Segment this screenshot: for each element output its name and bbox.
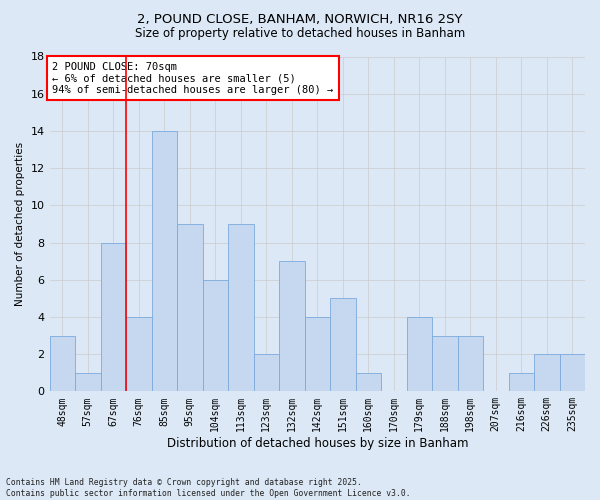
Bar xyxy=(534,354,560,392)
Text: Size of property relative to detached houses in Banham: Size of property relative to detached ho… xyxy=(135,28,465,40)
Bar xyxy=(50,336,75,392)
Bar xyxy=(432,336,458,392)
Bar xyxy=(509,372,534,392)
Bar xyxy=(177,224,203,392)
Bar xyxy=(75,372,101,392)
Bar xyxy=(279,261,305,392)
Bar xyxy=(228,224,254,392)
Text: 2, POUND CLOSE, BANHAM, NORWICH, NR16 2SY: 2, POUND CLOSE, BANHAM, NORWICH, NR16 2S… xyxy=(137,12,463,26)
Bar xyxy=(126,317,152,392)
Bar xyxy=(356,372,381,392)
Bar xyxy=(305,317,330,392)
Bar xyxy=(101,242,126,392)
Bar xyxy=(560,354,585,392)
Y-axis label: Number of detached properties: Number of detached properties xyxy=(15,142,25,306)
Bar xyxy=(152,131,177,392)
Text: Contains HM Land Registry data © Crown copyright and database right 2025.
Contai: Contains HM Land Registry data © Crown c… xyxy=(6,478,410,498)
Bar xyxy=(203,280,228,392)
Bar xyxy=(254,354,279,392)
Bar xyxy=(458,336,483,392)
Bar xyxy=(407,317,432,392)
Text: 2 POUND CLOSE: 70sqm
← 6% of detached houses are smaller (5)
94% of semi-detache: 2 POUND CLOSE: 70sqm ← 6% of detached ho… xyxy=(52,62,334,94)
X-axis label: Distribution of detached houses by size in Banham: Distribution of detached houses by size … xyxy=(167,437,468,450)
Bar xyxy=(330,298,356,392)
